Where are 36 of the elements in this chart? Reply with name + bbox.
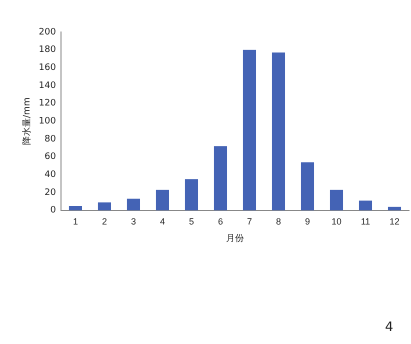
y-tick-label: 100 [38,116,56,127]
x-tick-label: 1 [72,216,78,226]
text: 4 [385,320,394,335]
y-tick-label: 60 [44,152,56,162]
x-tick-label: 5 [188,216,194,226]
bar [358,200,372,210]
y-tick-label: 80 [44,134,56,144]
x-tick-label: 7 [246,216,252,226]
x-tick-label: 9 [304,216,310,226]
x-tick-label: 3 [130,216,136,226]
bar [156,190,170,210]
bar [214,146,228,210]
x-tick-label: 8 [276,216,281,226]
x-tick-label: 12 [389,216,400,226]
y-tick-label: 200 [38,27,56,38]
x-tick-label: 10 [331,216,342,226]
y-tick-label: 40 [44,170,56,180]
bar [184,179,198,210]
x-tick-label: 2 [102,216,107,226]
y-axis-title: 降水量/mm [22,97,33,145]
y-tick-label: 140 [38,80,56,91]
y-tick-label: 120 [38,98,56,109]
bar [330,190,344,210]
bar [126,198,140,210]
y-tick-label: 180 [38,45,56,56]
y-tick-label: 0 [50,206,56,216]
x-tick-label: 6 [218,216,223,226]
bar [242,50,256,210]
x-axis-title: 月份 [226,232,244,244]
y-tick-label: 160 [38,63,56,74]
x-tick-label: 4 [160,216,165,226]
bar [98,202,112,210]
bar [272,52,286,210]
y-tick-label: 20 [44,188,56,198]
bar [300,162,314,210]
x-tick-label: 11 [360,216,370,226]
